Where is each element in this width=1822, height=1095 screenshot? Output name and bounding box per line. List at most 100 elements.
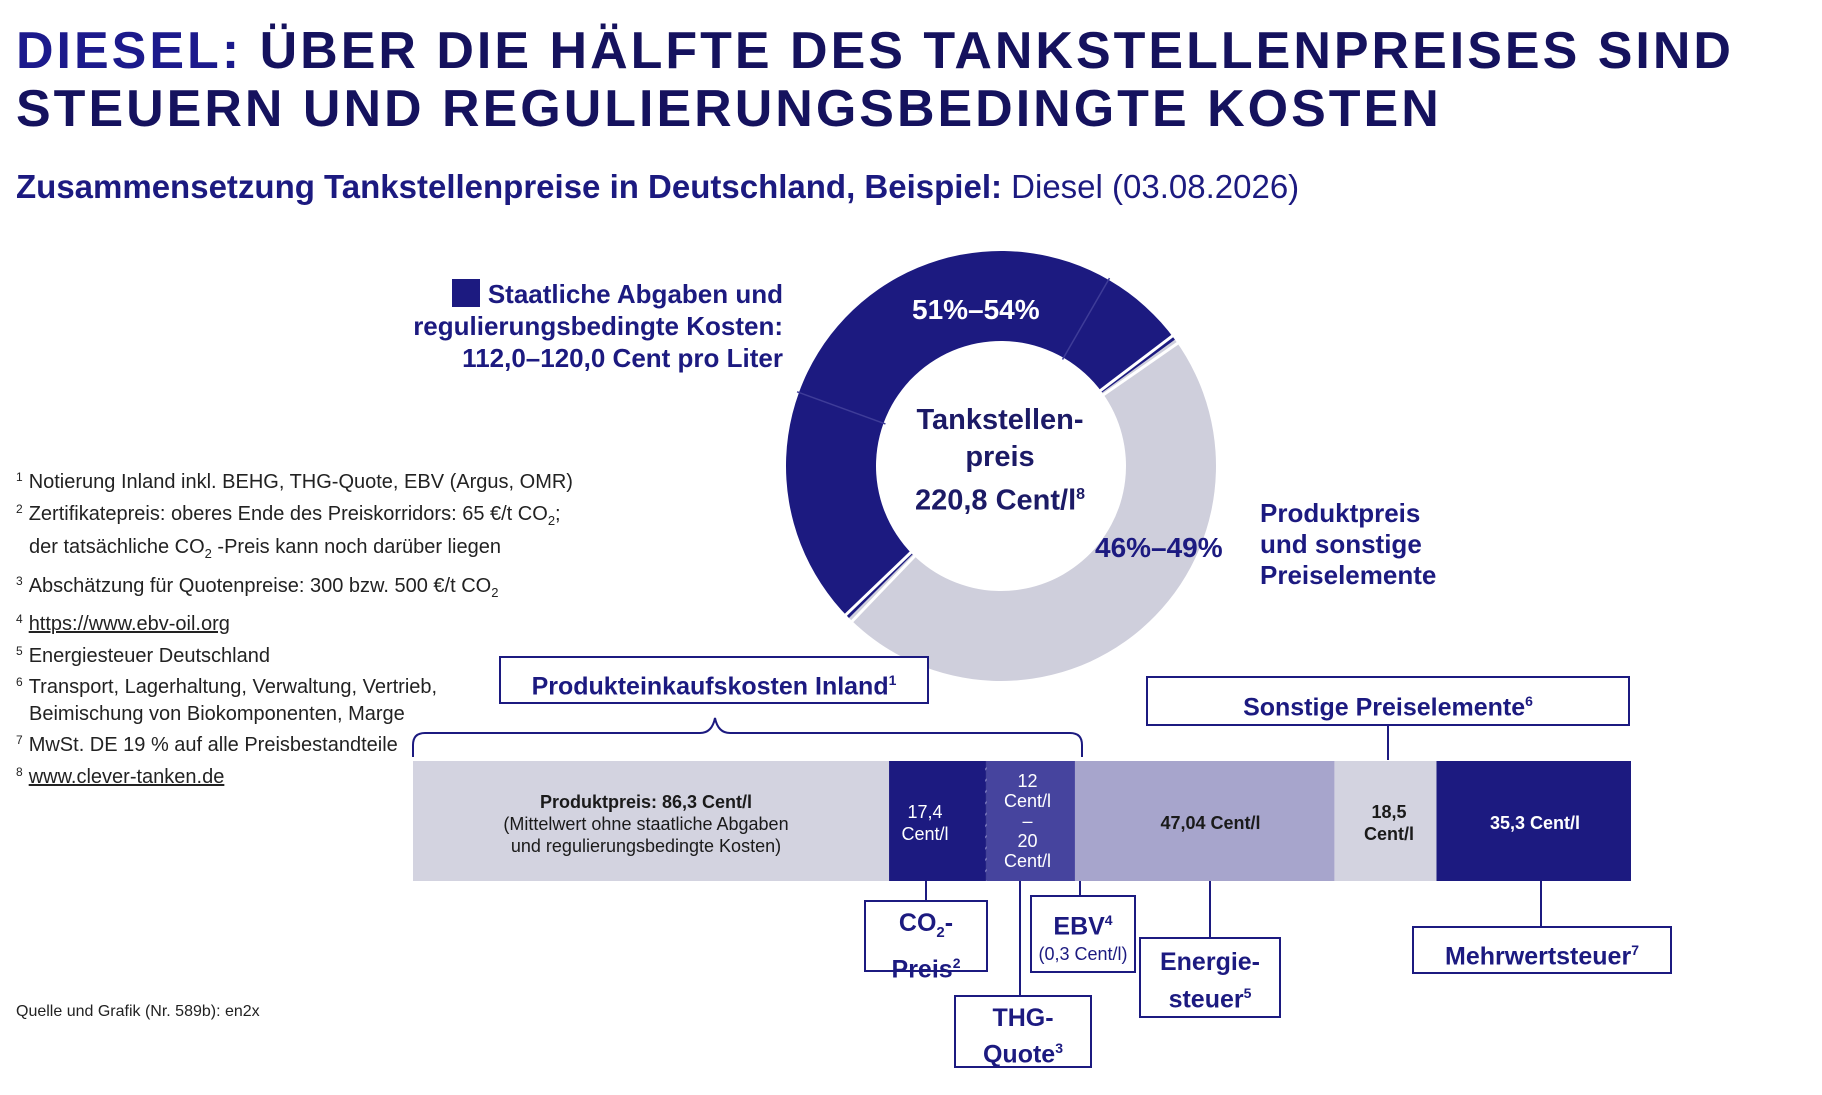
footnote-number: 2 (16, 501, 23, 516)
bar-label-line: und regulierungsbedingte Kosten) (510, 836, 782, 856)
footnote-number: 3 (16, 573, 23, 588)
footnote-number: 4 (16, 612, 23, 626)
subtitle-regular: Diesel (03.08.2026) (1011, 168, 1300, 205)
box-label: Produkteinkaufskosten Inland (531, 672, 889, 701)
light-label-line3: Preiselemente (1260, 560, 1437, 590)
bar-label-line: 47,04 Cent/l (1160, 813, 1261, 833)
bar-label-line: Cent/l (1003, 791, 1052, 811)
footnote-2-cont: der tatsächliche CO2 -Preis kann noch da… (16, 534, 573, 568)
ebv-link[interactable]: https://www.ebv-oil.org (28, 613, 230, 635)
bar-segment-ebv (985, 761, 987, 881)
box-thg-quote: THG- Quote3 (954, 995, 1092, 1068)
bar-segment-sonstige-preiselemente (1334, 761, 1437, 881)
footnote-8[interactable]: 8 www.clever-tanken.de (16, 759, 573, 791)
legend-line2: regulierungsbedingte Kosten: (413, 311, 783, 341)
bar-label-sonstige: 18,5 Cent/l (1339, 801, 1439, 845)
title-accent: DIESEL: (16, 22, 243, 80)
bar-label-line: 12 (1017, 771, 1038, 791)
bar-label-line: 35,3 Cent/l (1489, 813, 1581, 833)
donut-center-label: Tankstellen- preis 220,8 Cent/l8 (880, 402, 1120, 520)
box-mehrwertsteuer: Mehrwertsteuer7 (1412, 926, 1672, 974)
center-line1: Tankstellen- (916, 404, 1084, 436)
donut-separator (843, 550, 914, 618)
legend-swatch-dark (451, 279, 480, 307)
box-sonstige-preiselemente: Sonstige Preiselemente6 (1146, 676, 1630, 726)
box-label: - (944, 909, 954, 937)
donut-legend: Staatliche Abgaben und regulierungsbedin… (395, 278, 783, 374)
box-sup: 5 (1243, 985, 1252, 1001)
footnote-7: 7 MwSt. DE 19 % auf alle Preisbestandteil… (16, 727, 573, 759)
bar-label-line: (Mittelwert ohne staatliche Abgaben (503, 814, 789, 834)
bar-label-line: 20 (1017, 831, 1038, 851)
footnote-number: 5 (16, 643, 23, 658)
box-label: Energie- (1159, 948, 1261, 976)
bar-label-line: Cent/l (1363, 824, 1414, 844)
box-sup: 2 (952, 955, 961, 971)
donut-chart (785, 251, 1216, 682)
bar-label-energiesteuer: 47,04 Cent/l (1082, 812, 1339, 834)
box-sup: 1 (888, 672, 897, 688)
footnote-text: ; (555, 502, 561, 525)
footnote-number: 6 (16, 675, 23, 689)
box-co2-preis: CO2- Preis2 (864, 900, 988, 983)
subtitle-bold: Zusammensetzung Tankstellenpreise in Deu… (16, 168, 1002, 205)
donut-separator (1061, 277, 1111, 360)
box-label: THG- (992, 1004, 1054, 1032)
donut-separator (1098, 333, 1175, 393)
donut-segment-light (848, 339, 1216, 682)
box-energiesteuer: Energie- steuer5 (1139, 937, 1281, 1018)
footnote-number: 1 (16, 470, 23, 484)
bar-label-line: 18,5 (1371, 802, 1407, 822)
footnote-6-cont: Beimischung von Biokomponenten, Marge (16, 701, 573, 728)
footnote-1: 1 Notierung Inland inkl. BEHG, THG-Quote,… (16, 464, 573, 496)
donut-light-label: Produktpreis und sonstige Preiselemente (1260, 498, 1436, 591)
legend-line3: 112,0–120,0 Cent pro Liter (462, 343, 783, 373)
center-sup: 8 (1076, 486, 1086, 503)
chart-subtitle: Zusammensetzung Tankstellenpreise in Deu… (16, 168, 1299, 206)
donut-separator (849, 553, 917, 624)
donut-segment-dark (785, 251, 1175, 619)
footnote-text: MwSt. DE 19 % auf alle Preisbestandteile (28, 734, 398, 756)
clever-tanken-link[interactable]: www.clever-tanken.de (28, 765, 225, 788)
center-line2: preis (965, 441, 1035, 473)
bar-label-line: Cent/l (901, 824, 949, 844)
footnote-text: Beimischung von Biokomponenten, Marge (29, 702, 405, 725)
bar-label-line: Cent/l (1003, 851, 1052, 871)
box-sup: 3 (1055, 1040, 1063, 1056)
light-label-line1: Produktpreis (1260, 498, 1421, 528)
stacked-bar (413, 761, 1631, 881)
title-line2: STEUERN UND REGULIERUNGSBEDINGTE KOSTEN (16, 80, 1442, 138)
bar-label-co2: 17,4 Cent/l (880, 801, 970, 845)
footnote-text: Energiesteuer Deutschland (28, 644, 270, 667)
box-label: CO (898, 909, 937, 937)
connector-lines (925, 726, 1542, 995)
donut-dark-percent: 51%–54% (912, 294, 1040, 325)
donut-separator (1101, 340, 1181, 398)
legend-line1: Staatliche Abgaben und (487, 279, 783, 309)
footnote-4[interactable]: 4 https://www.ebv-oil.org (16, 606, 573, 638)
footnote-text: Zertifikatepreis: oberes Ende des Preisk… (28, 502, 548, 525)
footnote-text: -Preis kann noch darüber liegen (211, 536, 501, 558)
box-sup: 7 (1631, 942, 1639, 958)
bar-segment-thg-quote (986, 761, 1075, 881)
light-label-line2: und sonstige (1260, 529, 1422, 559)
donut-light-percent: 46%–49% (1095, 532, 1223, 563)
title-line1: ÜBER DIE HÄLFTE DES TANKSTELLENPREISES S… (259, 22, 1734, 80)
footnote-text: der tatsächliche CO (29, 536, 205, 558)
box-label: Sonstige Preiselemente (1243, 693, 1526, 722)
bar-label-line: 17,4 (907, 802, 943, 822)
footnote-number: 7 (16, 733, 23, 747)
bar-segment-co2-preis (889, 761, 986, 881)
box-label: EBV (1053, 912, 1105, 941)
donut-separator (796, 391, 886, 425)
box-label: Mehrwertsteuer (1445, 942, 1632, 971)
footnote-5: 5 Energiesteuer Deutschland (16, 638, 573, 670)
center-line3: 220,8 Cent/l (914, 484, 1077, 517)
bar-label-line: – (1022, 811, 1033, 831)
footnote-6: 6 Transport, Lagerhaltung, Verwaltung, Ve… (16, 669, 573, 701)
page-title: DIESEL: ÜBER DIE HÄLFTE DES TANKSTELLENP… (16, 22, 1734, 138)
bar-segment-produktpreis (413, 761, 890, 881)
footnote-2: 2 Zertifikatepreis: oberes Ende des Preis… (16, 496, 573, 535)
box-ebv: EBV4 (0,3 Cent/l) (1030, 895, 1136, 973)
